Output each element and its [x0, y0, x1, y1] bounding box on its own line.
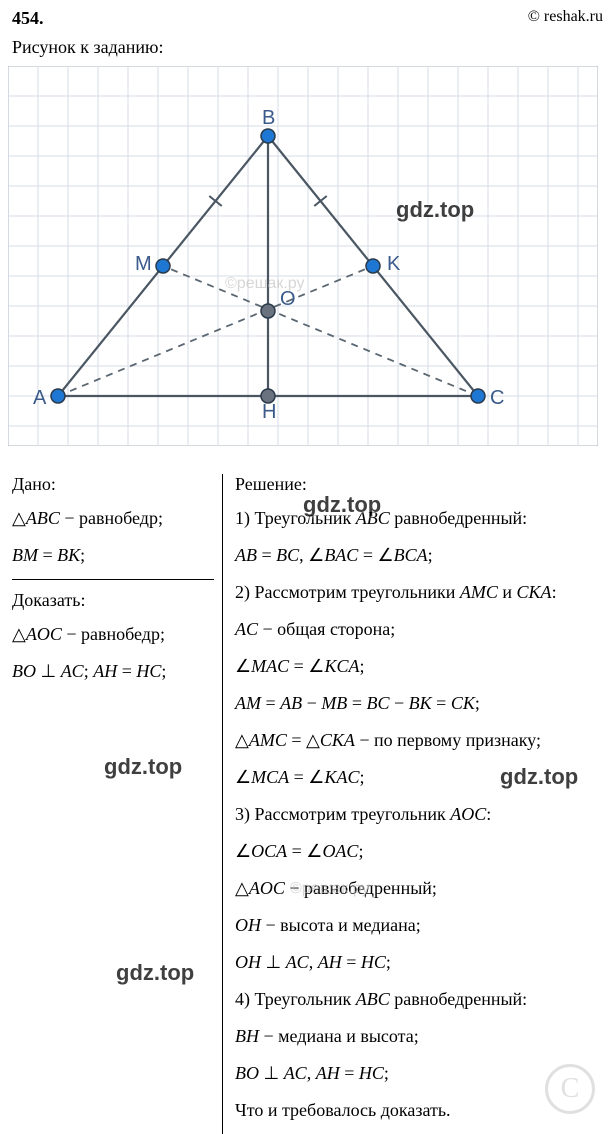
solution-line: 3) Рассмотрим треугольник AOC: [235, 801, 603, 828]
svg-text:H: H [262, 401, 276, 423]
svg-text:M: M [135, 253, 152, 275]
svg-text:B: B [262, 107, 275, 129]
site-credit: © reshak.ru [528, 8, 603, 29]
solution-line: OH ⊥ AC, AH = HC; [235, 949, 603, 976]
divider [12, 579, 214, 580]
svg-text:A: A [33, 387, 47, 409]
prove-header: Доказать: [12, 590, 214, 611]
solution-line: ∠OCA = ∠OAC; [235, 838, 603, 865]
reshak-watermark: ©решак.ру [290, 880, 369, 898]
solution-line: ∠MCA = ∠KAC; [235, 764, 603, 791]
given-header: Дано: [12, 474, 214, 495]
svg-text:C: C [490, 387, 504, 409]
geometry-diagram: ABCMKOH [8, 66, 598, 446]
given-line: BM = BK; [12, 542, 214, 569]
reshak-watermark: ©решак.ру [225, 275, 304, 293]
svg-text:K: K [387, 253, 401, 275]
solution-line: AM = AB − MB = BC − BK = CK; [235, 690, 603, 717]
diagram-container: ABCMKOH [0, 66, 615, 446]
solution-line: △AMC = △CKA − по первому признаку; [235, 727, 603, 754]
solution-line: BH − медиана и высота; [235, 1023, 603, 1050]
solution-header: Решение: [235, 474, 603, 495]
given-column: Дано: △ABC − равнобедр; BM = BK; Доказать… [12, 474, 222, 1134]
proof-section: Дано: △ABC − равнобедр; BM = BK; Доказать… [0, 474, 615, 1134]
prove-line: △AOC − равнобедр; [12, 621, 214, 648]
solution-line: OH − высота и медиана; [235, 912, 603, 939]
given-line: △ABC − равнобедр; [12, 505, 214, 532]
solution-line: 4) Треугольник ABC равнобедренный: [235, 986, 603, 1013]
solution-line: 1) Треугольник ABC равнобедренный: [235, 505, 603, 532]
prove-line: BO ⊥ AC; AH = HC; [12, 658, 214, 685]
copyright-circle-icon: C [545, 1064, 595, 1114]
figure-caption: Рисунок к заданию: [0, 33, 615, 66]
solution-line: AC − общая сторона; [235, 616, 603, 643]
header: 454. © reshak.ru [0, 0, 615, 33]
solution-line: ∠MAC = ∠KCA; [235, 653, 603, 680]
solution-line: 2) Рассмотрим треугольники AMC и CKA: [235, 579, 603, 606]
problem-number: 454. [12, 8, 44, 29]
solution-column: Решение: 1) Треугольник ABC равнобедренн… [222, 474, 603, 1134]
solution-line: AB = BC, ∠BAC = ∠BCA; [235, 542, 603, 569]
